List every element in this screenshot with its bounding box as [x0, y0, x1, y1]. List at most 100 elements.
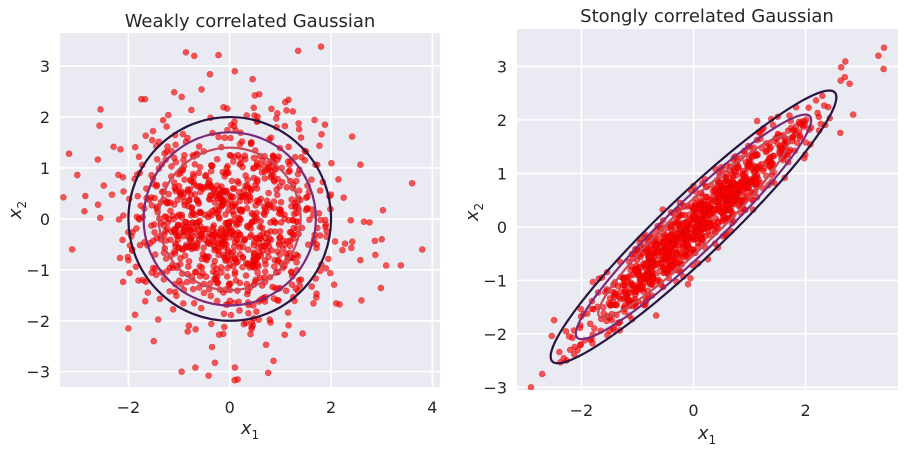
data-point [230, 248, 237, 256]
data-point [192, 364, 199, 371]
data-point [687, 274, 694, 282]
data-point [667, 256, 675, 264]
data-point [230, 193, 237, 201]
data-point [249, 75, 256, 83]
data-point [698, 236, 706, 243]
data-point [218, 234, 225, 242]
data-point [132, 263, 140, 271]
data-point [74, 171, 81, 179]
data-point [265, 189, 272, 197]
grid-strong [517, 29, 898, 390]
data-point [180, 156, 187, 164]
data-point [193, 242, 201, 249]
data-point [745, 162, 752, 169]
data-point [562, 328, 570, 335]
contours-weak [127, 115, 333, 322]
x-axis-label-weak: x1 [240, 418, 259, 442]
data-point [276, 251, 284, 258]
x-tick-label: 0 [225, 398, 235, 417]
data-point [664, 250, 672, 258]
data-point [253, 308, 260, 315]
data-point [348, 133, 356, 140]
data-point [712, 198, 719, 206]
data-point [336, 301, 343, 308]
data-point [133, 225, 140, 232]
data-point [202, 255, 210, 263]
data-point [215, 133, 222, 141]
data-point [183, 278, 191, 286]
data-point [643, 270, 651, 277]
data-point [136, 216, 143, 223]
data-point [231, 268, 239, 276]
data-point [120, 212, 127, 219]
data-point [231, 67, 239, 75]
data-point [753, 165, 761, 172]
data-point [243, 280, 251, 288]
data-point [231, 376, 238, 384]
data-point [257, 252, 265, 260]
data-point [313, 290, 320, 298]
data-point [330, 281, 338, 288]
data-point [94, 201, 102, 209]
data-point [154, 316, 162, 323]
data-point [706, 212, 713, 219]
data-point [418, 246, 426, 253]
data-point [236, 307, 243, 314]
data-point [229, 262, 237, 270]
data-point [221, 134, 229, 142]
data-point [306, 216, 313, 224]
data-point [560, 354, 568, 362]
data-point [205, 179, 212, 187]
x-tick-label: −2 [117, 398, 141, 417]
y-tick-label: −3 [26, 363, 50, 382]
data-point [138, 95, 145, 103]
data-point [216, 215, 223, 222]
data-point [679, 253, 686, 261]
data-point [297, 276, 305, 283]
data-point [211, 247, 218, 254]
data-point [308, 283, 316, 290]
data-point [408, 179, 416, 187]
y-tick-label: 0 [497, 218, 507, 237]
data-point [637, 285, 645, 293]
data-point [646, 253, 654, 260]
data-point [188, 106, 195, 114]
data-point [269, 283, 276, 291]
data-point [372, 251, 379, 259]
data-point [120, 188, 127, 195]
data-point [287, 229, 295, 236]
data-point [235, 179, 242, 187]
data-point [45, 283, 51, 289]
data-point [236, 244, 243, 251]
data-point [206, 280, 214, 287]
data-point [176, 189, 184, 196]
data-point [295, 125, 303, 133]
data-point [213, 155, 221, 163]
data-point [261, 211, 268, 219]
data-point [272, 219, 279, 226]
data-point [239, 263, 246, 271]
data-point [228, 177, 236, 185]
data-point [241, 193, 248, 201]
data-point [357, 161, 364, 168]
data-point [192, 325, 199, 333]
data-point [676, 233, 684, 241]
data-point [136, 241, 144, 249]
data-point [131, 311, 139, 319]
data-point [254, 269, 261, 276]
x-axis-label-sub-strong: 1 [709, 433, 717, 447]
data-point [241, 235, 249, 243]
data-point [669, 262, 677, 270]
data-point [293, 218, 301, 225]
data-point [711, 206, 718, 214]
data-point [205, 372, 212, 379]
data-point [261, 175, 269, 182]
data-point [527, 384, 535, 390]
data-point [115, 216, 123, 223]
data-point [588, 305, 596, 313]
x-tick-label: 2 [326, 398, 336, 417]
data-point [288, 281, 296, 288]
data-point [94, 156, 102, 163]
data-point [613, 301, 620, 308]
data-point [97, 106, 104, 113]
